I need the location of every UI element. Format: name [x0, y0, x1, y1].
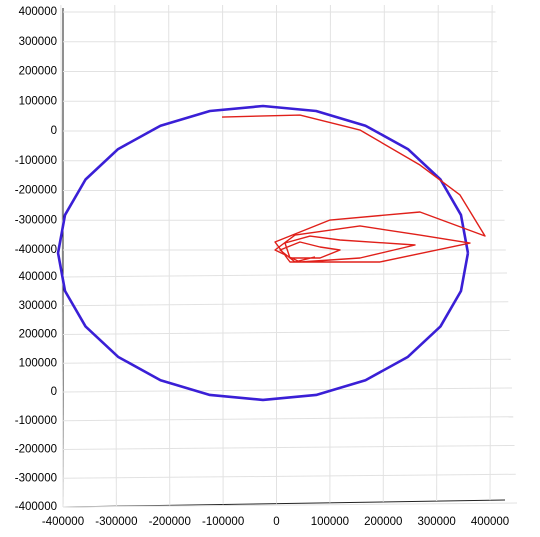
- y-tick-label: 400000: [19, 6, 57, 18]
- grid-line: [62, 502, 518, 508]
- z-tick-label: -300000: [15, 472, 57, 484]
- x-tick-label: -200000: [149, 516, 191, 528]
- grid-line: [62, 358, 511, 364]
- grid-line: [114, 4, 117, 507]
- y-tick-label: -200000: [15, 185, 57, 197]
- bottom-axis-line: [62, 499, 506, 508]
- y-tick-label: 300000: [19, 36, 57, 48]
- x-tick-label: -400000: [42, 516, 84, 528]
- grid-line: [62, 301, 509, 307]
- x-tick-label: 0: [273, 516, 279, 528]
- y-tick-label: -300000: [15, 214, 57, 226]
- z-tick-label: 200000: [19, 329, 57, 341]
- trajectory-line: [221, 114, 486, 263]
- y-tick-label: -100000: [15, 155, 57, 167]
- grid-line: [62, 416, 514, 422]
- x-tick-label: 200000: [364, 516, 402, 528]
- grid-line: [60, 4, 64, 508]
- z-tick-label: -200000: [15, 444, 57, 456]
- x-tick-label: 400000: [471, 516, 509, 528]
- y-tick-label: 0: [51, 125, 57, 137]
- grid-line: [62, 473, 516, 479]
- grid-line: [382, 4, 385, 502]
- z-tick-label: 400000: [19, 271, 57, 283]
- x-tick-label: 300000: [417, 516, 455, 528]
- x-tick-label: -300000: [95, 516, 137, 528]
- grid-line: [489, 4, 493, 501]
- z-tick-label: -400000: [15, 501, 57, 513]
- grid-line: [222, 4, 224, 505]
- x-tick-label: -100000: [202, 516, 244, 528]
- grid-line: [168, 4, 171, 506]
- z-tick-label: -100000: [15, 415, 57, 427]
- z-tick-label: 300000: [19, 300, 57, 312]
- grid-line: [62, 387, 513, 393]
- y-tick-label: 100000: [19, 95, 57, 107]
- grid-line: [62, 445, 515, 450]
- x-tick-label: 100000: [311, 516, 349, 528]
- grid-line: [62, 272, 508, 278]
- trajectory-line: [56, 104, 470, 402]
- z-tick-label: 0: [51, 386, 57, 398]
- y-tick-label: -400000: [15, 244, 57, 256]
- y-tick-label: 200000: [19, 66, 57, 78]
- grid-line: [436, 4, 439, 502]
- z-tick-label: 100000: [19, 357, 57, 369]
